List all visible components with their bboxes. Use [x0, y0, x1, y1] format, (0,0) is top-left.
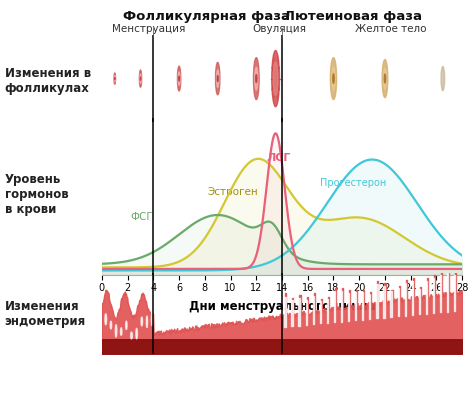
- Ellipse shape: [120, 328, 122, 335]
- Text: Прогестерон: Прогестерон: [319, 178, 386, 187]
- X-axis label: Дни менструального цикла: Дни менструального цикла: [189, 300, 375, 313]
- Ellipse shape: [178, 72, 180, 85]
- Text: ФСГ: ФСГ: [130, 211, 153, 222]
- Text: ЛСГ: ЛСГ: [266, 153, 291, 163]
- Text: Желтое тело: Желтое тело: [356, 24, 427, 33]
- Ellipse shape: [114, 73, 116, 84]
- Ellipse shape: [217, 70, 219, 87]
- Text: Овуляция: Овуляция: [253, 24, 307, 33]
- Ellipse shape: [146, 316, 147, 328]
- Ellipse shape: [139, 70, 142, 87]
- Ellipse shape: [256, 75, 257, 83]
- Ellipse shape: [136, 329, 137, 339]
- Ellipse shape: [383, 68, 386, 89]
- Text: |: |: [281, 28, 283, 38]
- Text: Уровень
гормонов
в крови: Уровень гормонов в крови: [5, 173, 68, 216]
- Ellipse shape: [272, 50, 280, 107]
- Ellipse shape: [131, 332, 132, 339]
- Text: |: |: [152, 28, 155, 38]
- Text: Лютеиновая фаза: Лютеиновая фаза: [284, 10, 422, 23]
- Text: Изменения
эндометрия: Изменения эндометрия: [5, 300, 86, 329]
- Ellipse shape: [332, 67, 335, 90]
- Ellipse shape: [254, 58, 259, 99]
- Ellipse shape: [216, 62, 220, 95]
- Ellipse shape: [255, 67, 258, 90]
- Ellipse shape: [441, 66, 445, 91]
- Ellipse shape: [105, 314, 107, 325]
- Text: Изменения в
фолликулах: Изменения в фолликулах: [5, 66, 91, 95]
- Ellipse shape: [151, 311, 153, 326]
- Ellipse shape: [179, 76, 180, 81]
- Ellipse shape: [140, 74, 141, 83]
- Ellipse shape: [114, 75, 115, 82]
- Ellipse shape: [217, 76, 218, 81]
- Ellipse shape: [384, 74, 385, 83]
- Ellipse shape: [333, 74, 334, 83]
- Ellipse shape: [115, 325, 117, 337]
- Ellipse shape: [126, 321, 127, 329]
- Text: Фолликулярная фаза: Фолликулярная фаза: [123, 10, 290, 23]
- Ellipse shape: [273, 61, 278, 96]
- Text: Эстроген: Эстроген: [208, 187, 258, 197]
- Ellipse shape: [177, 66, 181, 91]
- Ellipse shape: [110, 321, 112, 329]
- Ellipse shape: [382, 60, 388, 97]
- Ellipse shape: [330, 58, 337, 99]
- Ellipse shape: [141, 317, 143, 326]
- Text: Менструация: Менструация: [112, 24, 185, 33]
